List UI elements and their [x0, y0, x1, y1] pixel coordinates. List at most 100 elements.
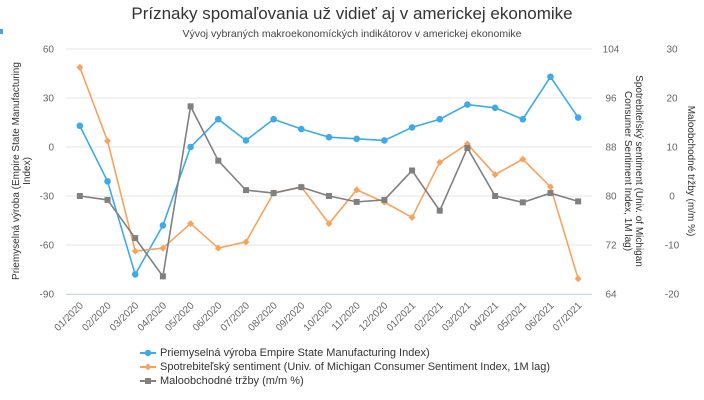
series-1 [76, 63, 582, 283]
data-point [546, 183, 554, 191]
legend-item-consumer-sentiment[interactable]: Spotrebiteľský sentiment (Univ. of Michi… [140, 360, 550, 374]
data-point [242, 187, 249, 194]
data-point [76, 193, 83, 199]
data-point [325, 133, 333, 141]
data-point [574, 275, 582, 283]
legend: Priemyselná výroba Empire State Manufact… [140, 346, 550, 388]
y-right2-axis-title: Maloobchodné tržby (m/m %) [685, 106, 696, 237]
y-left-tick-label: -90 [40, 290, 55, 301]
data-point [519, 115, 527, 123]
x-tick-label: 04/2021 [468, 300, 502, 334]
data-point [132, 235, 139, 242]
legend-label: Maloobchodné tržby (m/m %) [160, 375, 304, 387]
data-point [159, 273, 166, 280]
y-right2-tick-label: 0 [669, 192, 675, 203]
y-left-tick-label: -30 [40, 192, 55, 203]
data-point [104, 178, 111, 185]
data-point [298, 184, 305, 191]
y-right2-tick-label: 10 [666, 143, 678, 154]
axes: 60 30 0 -30 -60 -90 104 96 88 80 72 64 30 20 10 0 -10 -20… [11, 45, 696, 334]
x-tick-label: 06/2020 [191, 300, 225, 334]
y-right1-axis-title: Spotrebiteľský sentiment (Univ. of Michi… [622, 75, 644, 267]
data-point [326, 193, 332, 199]
data-point [491, 171, 499, 179]
data-point [159, 222, 167, 229]
data-point [492, 193, 499, 199]
x-tick-label: 10/2020 [302, 300, 336, 334]
legend-diamond-icon [140, 363, 156, 371]
x-tick-label: 01/2020 [53, 300, 87, 334]
x-tick-label: 12/2020 [357, 300, 391, 334]
chart-subtitle: Vývoj vybraných makroekonomíckých indiká… [182, 28, 522, 40]
series-line [79, 103, 579, 279]
y-right1-tick-label: 72 [605, 241, 617, 252]
data-point [270, 115, 277, 123]
axis-title-line: Spotrebiteľský sentiment (Univ. of Michi… [633, 75, 644, 267]
x-tick-label: 06/2021 [523, 300, 557, 334]
data-point [214, 115, 222, 123]
data-point [574, 114, 582, 121]
legend-label: Spotrebiteľský sentiment (Univ. of Michi… [160, 361, 551, 373]
y-left-tick-label: 0 [48, 143, 54, 154]
y-left-axis-title: Priemyselná výroba (Empire State Manufac… [11, 62, 33, 280]
x-tick-label: 01/2021 [385, 300, 419, 334]
data-point [242, 238, 250, 246]
data-point [131, 247, 139, 255]
data-point [436, 115, 444, 123]
data-point [547, 190, 554, 197]
y-right1-tick-label: 80 [605, 192, 617, 203]
y-right2-tick-label: -10 [665, 241, 680, 252]
series-0 [76, 73, 582, 278]
data-point [104, 196, 111, 203]
data-point [298, 125, 305, 133]
x-tick-label: 08/2020 [246, 300, 280, 334]
y-left-tick-label: -60 [40, 241, 55, 252]
data-point [381, 196, 388, 203]
data-point [215, 157, 222, 164]
data-point [131, 271, 139, 278]
data-point [159, 244, 167, 252]
chart-title: Príznaky spomaľovania už vidieť aj v ame… [131, 4, 573, 23]
data-point [187, 220, 195, 228]
data-point [214, 244, 222, 252]
axis-title-line: Priemyselná výroba (Empire State Manufac… [11, 62, 22, 280]
y-left-tick-label: 60 [43, 45, 55, 56]
data-point [408, 213, 416, 221]
series-line [79, 67, 579, 279]
x-tick-label: 02/2020 [80, 300, 114, 334]
x-tick-label: 03/2020 [108, 300, 142, 334]
y-right2-tick-label: 30 [666, 45, 678, 56]
data-point [408, 124, 416, 131]
data-point [187, 103, 194, 110]
x-tick-label: 03/2021 [440, 300, 474, 334]
series-lines [76, 63, 582, 283]
legend-item-retail-sales[interactable]: Maloobchodné tržby (m/m %) [140, 374, 550, 388]
data-point [353, 135, 360, 143]
legend-label: Priemyselná výroba Empire State Manufact… [160, 347, 430, 359]
series-2 [76, 103, 582, 280]
legend-circle-icon [140, 349, 156, 357]
data-point [325, 220, 333, 228]
data-point [353, 198, 360, 205]
data-point [187, 143, 194, 151]
data-point [242, 137, 250, 144]
data-point [381, 137, 388, 144]
legend-item-industrial-production[interactable]: Priemyselná výroba Empire State Manufact… [140, 346, 550, 360]
data-point [575, 198, 582, 205]
data-point [547, 73, 554, 81]
data-point [464, 144, 471, 151]
accent-mark [0, 29, 3, 34]
y-right1-tick-label: 88 [605, 143, 617, 154]
data-point [491, 104, 499, 112]
x-tick-label: 04/2020 [136, 300, 170, 334]
x-tick-label: 07/2020 [219, 300, 253, 334]
x-tick-label: 05/2021 [496, 300, 530, 334]
y-left-tick-label: 30 [43, 94, 55, 105]
y-right2-tick-label: -20 [665, 290, 680, 301]
data-point [436, 158, 444, 166]
y-right1-tick-label: 104 [603, 45, 620, 56]
data-point [519, 155, 527, 163]
legend-square-icon [140, 378, 156, 384]
y-right1-tick-label: 64 [605, 290, 617, 301]
